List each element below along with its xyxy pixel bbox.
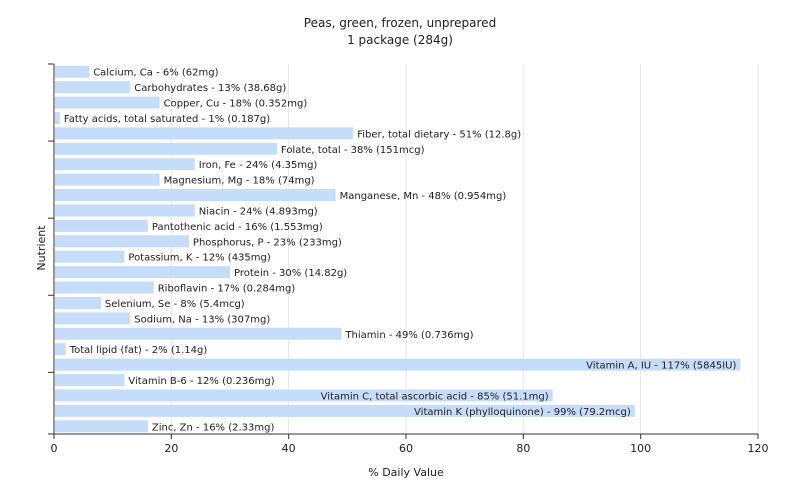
bar-label: Calcium, Ca - 6% (62mg) (93, 68, 218, 79)
bar (55, 235, 189, 248)
bar (55, 65, 90, 78)
bar (55, 127, 354, 140)
bar (55, 327, 342, 340)
bar (55, 158, 195, 171)
bar-label: Vitamin A, IU - 117% (5845IU) (586, 361, 736, 372)
bar-label: Niacin - 24% (4.893mg) (199, 206, 318, 217)
bar-label: Folate, total - 38% (151mcg) (281, 145, 425, 156)
bar (55, 219, 148, 232)
bar (55, 404, 635, 417)
bar-label: Sodium, Na - 13% (307mg) (134, 314, 270, 325)
bar (55, 81, 131, 94)
bar-label: Potassium, K - 12% (435mg) (128, 253, 270, 264)
bar (55, 111, 60, 124)
bar-label: Thiamin - 49% (0.736mg) (344, 330, 473, 341)
bar (55, 296, 101, 309)
x-tick-label: 20 (164, 442, 178, 455)
bar-label: Vitamin C, total ascorbic acid - 85% (51… (321, 391, 549, 402)
bar-label: Manganese, Mn - 48% (0.954mg) (340, 191, 507, 202)
bar-label: Fiber, total dietary - 51% (12.8g) (357, 129, 521, 140)
bar (55, 358, 741, 371)
bar-label: Vitamin B-6 - 12% (0.236mg) (128, 376, 274, 387)
bar (55, 142, 277, 155)
y-axis-label: Nutrient (35, 225, 48, 271)
bar-label: Carbohydrates - 13% (38.68g) (134, 83, 286, 94)
bar (55, 389, 553, 402)
bar (55, 343, 66, 356)
bar (55, 96, 160, 109)
x-tick-label: 80 (516, 442, 530, 455)
bar-label: Magnesium, Mg - 18% (74mg) (164, 176, 315, 187)
bar (55, 204, 195, 217)
x-tick-label: 120 (748, 442, 769, 455)
bar-label: Fatty acids, total saturated - 1% (0.187… (64, 114, 270, 125)
bar (55, 266, 230, 279)
bar-label: Protein - 30% (14.82g) (234, 268, 347, 279)
bar (55, 173, 160, 186)
x-tick-label: 0 (51, 442, 58, 455)
bar-label: Vitamin K (phylloquinone) - 99% (79.2mcg… (414, 407, 631, 418)
x-tick-label: 40 (282, 442, 296, 455)
bar (55, 189, 336, 202)
bar-label: Selenium, Se - 8% (5.4mcg) (105, 299, 245, 310)
bar-label: Total lipid (fat) - 2% (1.14g) (69, 345, 208, 356)
bar-label: Phosphorus, P - 23% (233mg) (193, 237, 342, 248)
x-tick-label: 60 (399, 442, 413, 455)
bar (55, 374, 125, 387)
axes: 0 20 40 60 80 100 120 (48, 63, 769, 455)
chart-title: Peas, green, frozen, unprepared (304, 16, 496, 30)
grid-lines (170, 64, 759, 434)
bar (55, 312, 131, 325)
bar (55, 420, 148, 433)
bar-label: Zinc, Zn - 16% (2.33mg) (152, 422, 275, 433)
x-tick-label: 100 (630, 442, 651, 455)
bars: Calcium, Ca - 6% (62mg) Carbohydrates - 1… (55, 65, 741, 433)
bar-label: Pantothenic acid - 16% (1.553mg) (152, 222, 323, 233)
bar-label: Copper, Cu - 18% (0.352mg) (164, 99, 308, 110)
bar-label: Iron, Fe - 24% (4.35mg) (199, 160, 318, 171)
x-axis-label: % Daily Value (368, 466, 444, 479)
bar (55, 281, 154, 294)
chart-subtitle: 1 package (284g) (347, 33, 453, 47)
bar (55, 250, 125, 263)
bar-label: Riboflavin - 17% (0.284mg) (158, 284, 296, 295)
